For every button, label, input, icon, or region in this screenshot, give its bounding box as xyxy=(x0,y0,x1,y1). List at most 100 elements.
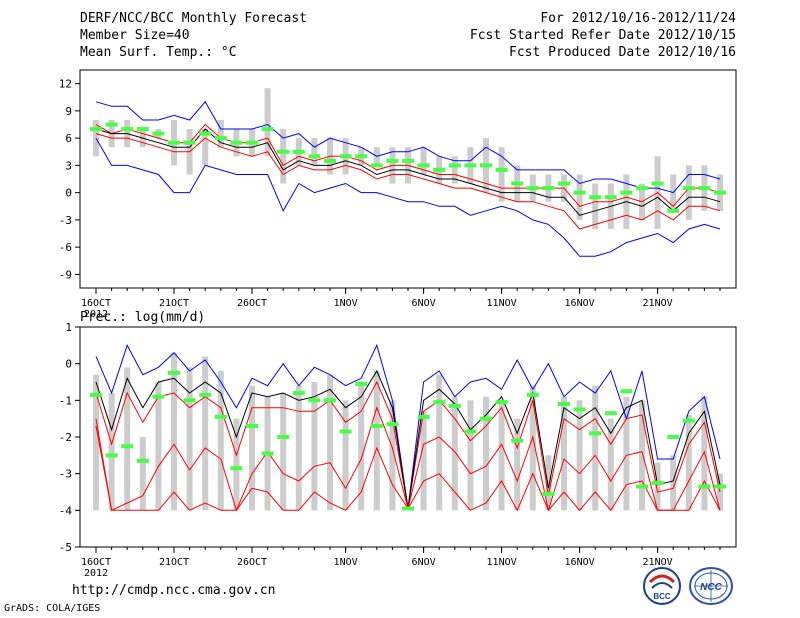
x-tick-label: 21NOV xyxy=(643,557,673,568)
observed-marker xyxy=(136,127,149,132)
header-right: For 2012/10/16-2012/11/24 Fcst Started R… xyxy=(470,10,736,61)
observed-marker xyxy=(511,181,524,186)
y-tick-label: -9 xyxy=(59,268,72,281)
observed-marker xyxy=(698,186,711,191)
range-bar xyxy=(155,382,162,511)
observed-marker xyxy=(324,398,336,403)
observed-marker xyxy=(168,140,180,145)
observed-marker xyxy=(651,181,664,186)
series-lower-line xyxy=(95,133,721,230)
ncc-logo-text: NCC xyxy=(700,582,722,593)
observed-marker xyxy=(261,451,274,456)
observed-marker xyxy=(105,122,118,127)
range-bar xyxy=(358,382,365,511)
y-tick-label: 3 xyxy=(65,159,72,172)
observed-marker xyxy=(526,186,539,191)
observed-marker xyxy=(308,398,321,403)
observed-marker xyxy=(355,381,368,386)
observed-marker xyxy=(604,411,617,416)
series-max-line xyxy=(95,100,721,194)
range-bar xyxy=(654,462,661,511)
x-tick-label: 11NOV xyxy=(487,557,517,568)
x-tick-label: 6NOV xyxy=(412,298,436,309)
x-tick-label: 11NOV xyxy=(487,298,517,309)
observed-marker xyxy=(183,140,196,145)
range-bar xyxy=(639,400,645,511)
x-tick-label: 1NOV xyxy=(334,298,358,309)
range-bar xyxy=(576,400,583,511)
observed-marker xyxy=(183,398,196,403)
range-bar xyxy=(529,385,536,511)
observed-marker xyxy=(558,181,570,186)
observed-marker xyxy=(246,424,258,428)
range-bar xyxy=(217,119,224,148)
x-tick-label: 21OCT xyxy=(159,298,189,309)
observed-marker xyxy=(667,208,680,213)
observed-marker xyxy=(214,414,227,419)
x-tick-label: 21NOV xyxy=(643,298,673,309)
forecast-period: For 2012/10/16-2012/11/24 xyxy=(540,11,736,26)
range-bar xyxy=(545,455,552,511)
range-bar xyxy=(171,352,177,511)
observed-marker xyxy=(573,407,586,412)
range-bar xyxy=(311,138,318,166)
y-tick-label: -3 xyxy=(59,468,72,481)
range-bar xyxy=(93,374,99,511)
x-tick-label: 26OCT xyxy=(237,557,267,568)
variable-label: Mean Surf. Temp.: °C xyxy=(80,45,237,60)
range-bar xyxy=(451,396,458,511)
header-left: DERF/NCC/BCC Monthly Forecast Member Siz… xyxy=(80,10,307,61)
range-bar xyxy=(249,385,255,511)
observed-marker xyxy=(152,394,165,399)
observed-marker xyxy=(152,131,165,136)
observed-marker xyxy=(136,458,149,463)
observed-marker xyxy=(448,403,461,408)
range-bar xyxy=(685,165,692,220)
observed-marker xyxy=(511,438,524,443)
observed-marker xyxy=(386,158,399,163)
observed-marker xyxy=(339,429,352,434)
observed-marker xyxy=(355,154,368,159)
observed-marker xyxy=(573,190,586,195)
observed-marker xyxy=(230,466,243,471)
range-bar xyxy=(373,371,380,511)
bottom-frame xyxy=(79,326,737,548)
range-bar xyxy=(217,371,224,511)
precip-panel-title: Prec.: log(mm/d) xyxy=(80,310,205,325)
produced-date: Fcst Produced Date 2012/10/16 xyxy=(509,45,736,60)
range-bar xyxy=(685,415,692,511)
x-tick-year-label: 2012 xyxy=(84,309,108,320)
y-tick-label: 0 xyxy=(65,358,72,371)
range-bar xyxy=(420,411,427,511)
observed-marker xyxy=(370,424,383,428)
range-bar xyxy=(389,400,396,511)
range-bar xyxy=(420,147,427,175)
grads-credit: GrADS: COLA/IGES xyxy=(4,603,101,614)
y-tick-label: -4 xyxy=(59,504,73,517)
observed-marker xyxy=(651,480,664,485)
range-bar xyxy=(592,385,599,511)
y-tick-label: -1 xyxy=(59,394,72,407)
bcc-logo-text: BCC xyxy=(653,592,671,601)
bcc-logo: BCC xyxy=(643,567,681,605)
series-min-line xyxy=(95,137,721,257)
observed-marker xyxy=(464,163,477,168)
observed-marker xyxy=(667,435,680,439)
observed-marker xyxy=(682,186,695,191)
range-bar xyxy=(139,437,146,511)
y-tick-label: -6 xyxy=(59,241,72,254)
observed-marker xyxy=(261,127,274,132)
start-refer-date: Fcst Started Refer Date 2012/10/15 xyxy=(469,28,736,43)
observed-marker xyxy=(589,195,602,200)
y-tick-label: 6 xyxy=(65,132,72,145)
observed-marker xyxy=(495,400,508,405)
observed-marker xyxy=(308,154,321,159)
x-tick-label: 16OCT xyxy=(81,298,111,309)
range-bar xyxy=(327,374,333,511)
range-bar xyxy=(451,156,458,184)
observed-marker xyxy=(448,163,461,168)
y-tick-label: 9 xyxy=(65,105,72,118)
footer-url[interactable]: http://cmdp.ncc.cma.gov.cn xyxy=(72,583,276,598)
observed-marker xyxy=(714,190,726,195)
